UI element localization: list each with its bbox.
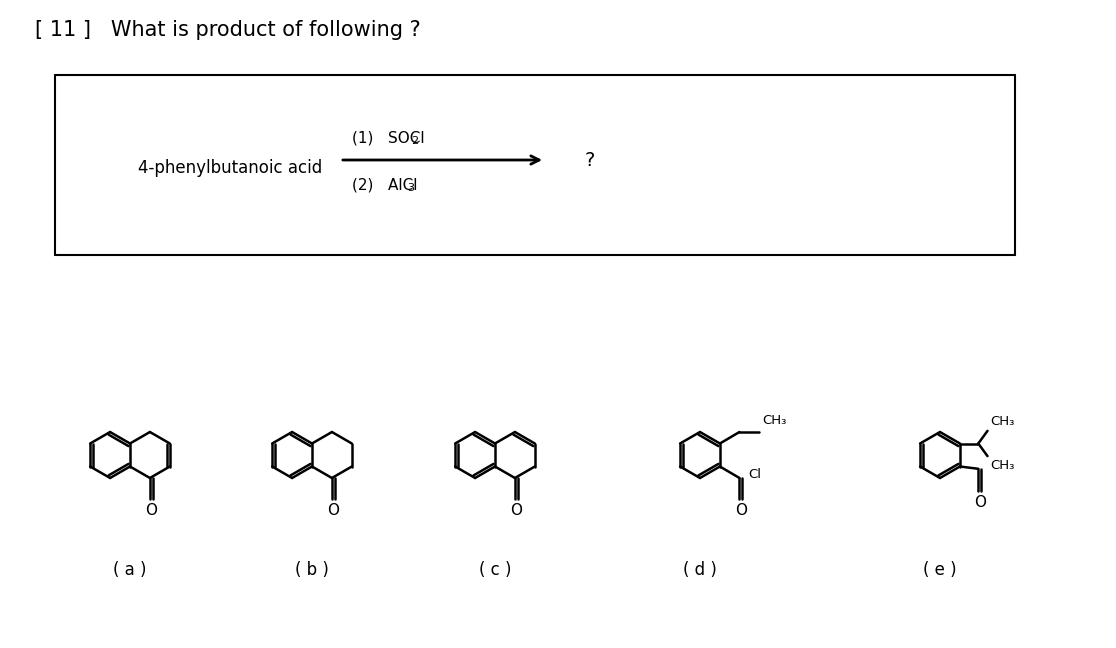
Text: ?: ? bbox=[585, 150, 595, 170]
Text: ( d ): ( d ) bbox=[683, 561, 716, 579]
Text: CH₃: CH₃ bbox=[762, 414, 787, 427]
Text: 2: 2 bbox=[411, 136, 418, 146]
Text: (2)   AlCl: (2) AlCl bbox=[352, 178, 417, 192]
Text: ( c ): ( c ) bbox=[479, 561, 511, 579]
Text: [ 11 ]   What is product of following ?: [ 11 ] What is product of following ? bbox=[35, 20, 421, 40]
Text: Cl: Cl bbox=[749, 467, 761, 481]
Text: O: O bbox=[735, 503, 747, 518]
Text: ( e ): ( e ) bbox=[923, 561, 956, 579]
Text: (1)   SOCl: (1) SOCl bbox=[352, 130, 424, 146]
Text: O: O bbox=[145, 503, 157, 518]
Text: O: O bbox=[327, 503, 339, 518]
Text: 3: 3 bbox=[407, 183, 414, 193]
Text: ( b ): ( b ) bbox=[295, 561, 329, 579]
Text: CH₃: CH₃ bbox=[991, 415, 1014, 428]
Text: ( a ): ( a ) bbox=[113, 561, 146, 579]
Text: O: O bbox=[974, 494, 985, 509]
Text: 4-phenylbutanoic acid: 4-phenylbutanoic acid bbox=[138, 159, 323, 177]
Text: CH₃: CH₃ bbox=[991, 459, 1014, 472]
Text: O: O bbox=[510, 503, 522, 518]
